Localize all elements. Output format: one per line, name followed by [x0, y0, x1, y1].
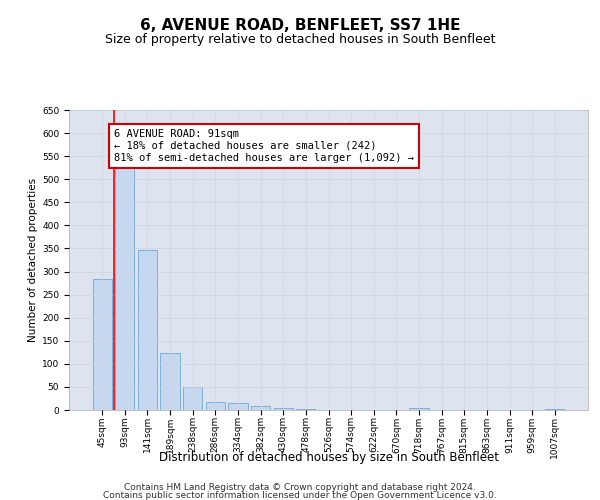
Text: Distribution of detached houses by size in South Benfleet: Distribution of detached houses by size … — [159, 451, 499, 464]
Bar — [92, 280, 112, 410]
Text: 6 AVENUE ROAD: 91sqm
← 18% of detached houses are smaller (242)
81% of semi-deta: 6 AVENUE ROAD: 91sqm ← 18% of detached h… — [114, 130, 414, 162]
Bar — [251, 406, 270, 410]
Bar — [274, 408, 293, 410]
Bar — [545, 408, 565, 410]
Bar — [160, 353, 180, 410]
Text: Contains HM Land Registry data © Crown copyright and database right 2024.: Contains HM Land Registry data © Crown c… — [124, 483, 476, 492]
Text: Contains public sector information licensed under the Open Government Licence v3: Contains public sector information licen… — [103, 492, 497, 500]
Text: 6, AVENUE ROAD, BENFLEET, SS7 1HE: 6, AVENUE ROAD, BENFLEET, SS7 1HE — [140, 18, 460, 32]
Bar — [138, 250, 157, 410]
Bar — [183, 387, 202, 410]
Bar — [115, 168, 134, 410]
Bar — [296, 408, 316, 410]
Bar — [206, 402, 225, 410]
Bar — [409, 408, 428, 410]
Text: Size of property relative to detached houses in South Benfleet: Size of property relative to detached ho… — [105, 32, 495, 46]
Bar — [229, 403, 248, 410]
Y-axis label: Number of detached properties: Number of detached properties — [28, 178, 38, 342]
